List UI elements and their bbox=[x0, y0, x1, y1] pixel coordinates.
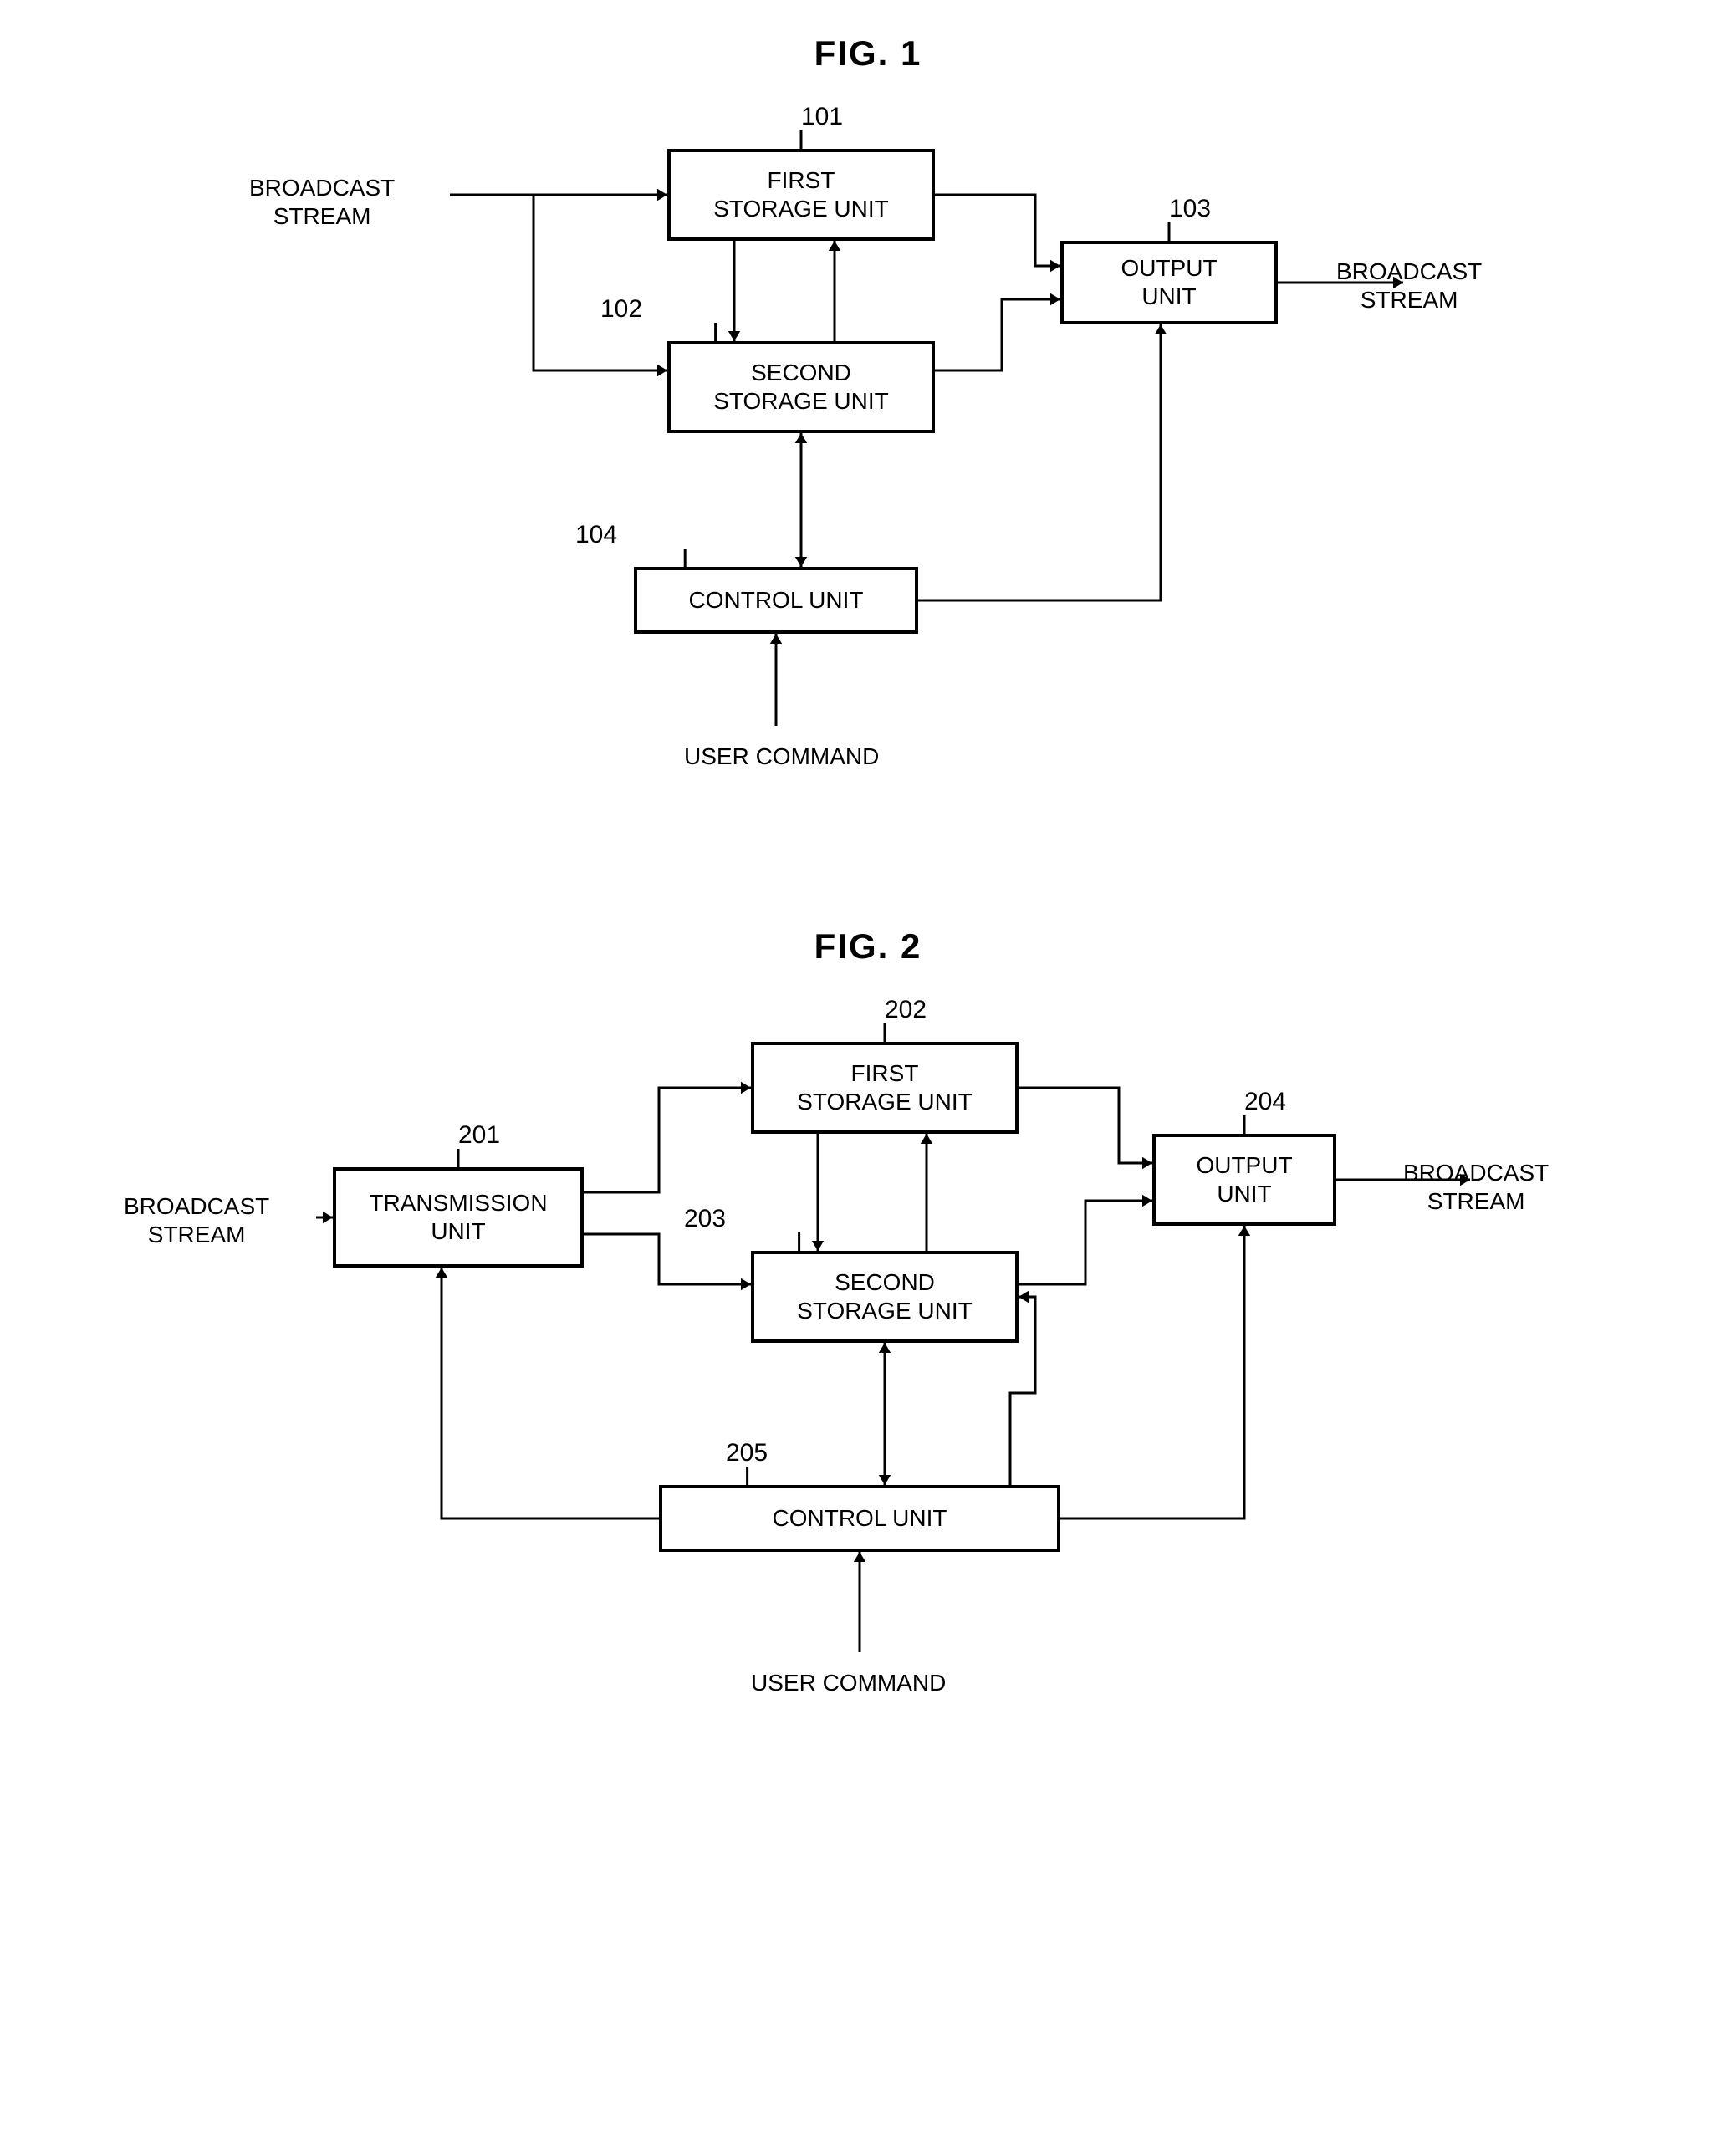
fig2-control-label: CONTROL UNIT bbox=[773, 1504, 947, 1533]
figure-1-title: FIG. 1 bbox=[33, 33, 1703, 74]
figure-1-diagram: FIRSTSTORAGE UNIT101SECONDSTORAGE UNIT10… bbox=[199, 107, 1537, 860]
fig1-second_storage-label: SECONDSTORAGE UNIT bbox=[713, 359, 889, 415]
fig1-first_storage-label: FIRSTSTORAGE UNIT bbox=[713, 166, 889, 222]
fig1-output-label: OUTPUTUNIT bbox=[1121, 254, 1217, 310]
fig2-second_storage-ref: 203 bbox=[684, 1205, 726, 1233]
fig1-control-label: CONTROL UNIT bbox=[689, 586, 864, 615]
fig1-first_storage-box: FIRSTSTORAGE UNIT bbox=[667, 149, 935, 241]
fig1-io-out: BROADCASTSTREAM bbox=[1336, 258, 1482, 314]
fig2-first_storage-ref: 202 bbox=[885, 996, 927, 1024]
fig2-output-label: OUTPUTUNIT bbox=[1196, 1151, 1292, 1207]
fig2-output-ref: 204 bbox=[1244, 1088, 1286, 1116]
fig2-transmission-label: TRANSMISSIONUNIT bbox=[369, 1189, 547, 1245]
fig2-transmission-ref: 201 bbox=[458, 1121, 500, 1150]
fig1-output-box: OUTPUTUNIT bbox=[1060, 241, 1278, 324]
fig2-second_storage-label: SECONDSTORAGE UNIT bbox=[797, 1268, 973, 1324]
fig2-io-in: BROADCASTSTREAM bbox=[124, 1192, 269, 1248]
fig1-io-cmd: USER COMMAND bbox=[684, 742, 879, 771]
figure-1: FIG. 1 FIRSTSTORAGE UNIT101SECONDSTORAGE… bbox=[33, 33, 1703, 860]
fig2-first_storage-box: FIRSTSTORAGE UNIT bbox=[751, 1042, 1019, 1134]
fig2-first_storage-label: FIRSTSTORAGE UNIT bbox=[797, 1059, 973, 1115]
figure-2-diagram: TRANSMISSIONUNIT201FIRSTSTORAGE UNIT202S… bbox=[115, 1000, 1621, 1794]
fig1-second_storage-box: SECONDSTORAGE UNIT bbox=[667, 341, 935, 433]
fig1-io-in: BROADCASTSTREAM bbox=[249, 174, 395, 230]
fig2-control-box: CONTROL UNIT bbox=[659, 1485, 1060, 1552]
figure-2-title: FIG. 2 bbox=[33, 926, 1703, 967]
fig1-output-ref: 103 bbox=[1169, 195, 1211, 223]
figure-2: FIG. 2 TRANSMISSIONUNIT 201 FIRSTSTORAGE U… bbox=[33, 926, 1703, 1794]
fig2-control-ref: 205 bbox=[726, 1439, 768, 1467]
fig2-io-cmd: USER COMMAND bbox=[751, 1669, 946, 1697]
fig2-transmission-box: TRANSMISSIONUNIT bbox=[333, 1167, 584, 1268]
fig2-second_storage-box: SECONDSTORAGE UNIT bbox=[751, 1251, 1019, 1343]
fig1-first_storage-ref: 101 bbox=[801, 103, 843, 131]
fig1-control-box: CONTROL UNIT bbox=[634, 567, 918, 634]
fig2-output-box: OUTPUTUNIT bbox=[1152, 1134, 1336, 1226]
fig1-control-ref: 104 bbox=[575, 521, 617, 549]
fig2-io-out: BROADCASTSTREAM bbox=[1403, 1159, 1549, 1215]
fig1-second_storage-ref: 102 bbox=[600, 295, 642, 324]
